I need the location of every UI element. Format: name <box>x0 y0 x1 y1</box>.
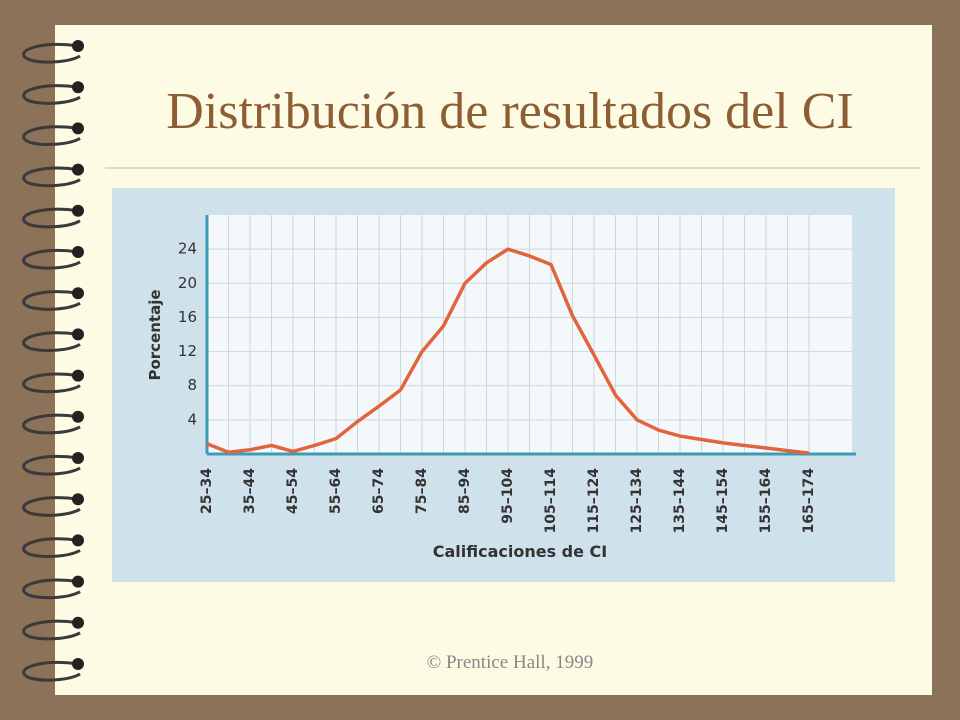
ring-wire <box>22 125 81 146</box>
footer: © Prentice Hall, 1999 <box>427 652 593 673</box>
ring-wire <box>22 537 81 558</box>
ring-hole <box>72 122 84 135</box>
y-axis-label: Porcentaje <box>146 289 164 380</box>
ring-hole <box>72 452 84 464</box>
y-tick-label: 20 <box>178 274 197 292</box>
x-tick-label: 95–104 <box>500 468 516 524</box>
ring-hole <box>72 40 84 52</box>
x-tick-label: 55–64 <box>328 468 344 514</box>
ring-wire <box>22 496 81 517</box>
x-axis-label: Calificaciones de CI <box>433 542 608 561</box>
y-tick-label: 8 <box>187 376 197 394</box>
ring-wire <box>22 578 81 600</box>
x-tick-label: 125–134 <box>629 468 645 534</box>
ring-hole <box>72 163 84 176</box>
y-tick-label: 4 <box>187 410 197 428</box>
ring-wire <box>22 619 81 641</box>
ring-wire <box>22 331 81 352</box>
ring-hole <box>72 246 84 258</box>
slide-title: Distribución de resultados del CI <box>166 83 853 140</box>
x-tick-label: 135–144 <box>672 468 688 534</box>
ring-hole <box>72 493 84 506</box>
x-tick-label: 35–44 <box>242 468 258 514</box>
ring-wire <box>22 207 81 229</box>
x-tick-label: 25–34 <box>199 468 215 514</box>
ring-hole <box>72 204 84 217</box>
x-tick-label: 105–114 <box>543 468 559 534</box>
ring-wire <box>22 166 81 188</box>
x-tick-label: 155–164 <box>758 468 774 534</box>
x-tick-label: 45–54 <box>285 468 301 514</box>
y-tick-label: 16 <box>178 308 197 326</box>
ring-hole <box>72 534 84 547</box>
ring-wire <box>22 660 81 682</box>
ring-hole <box>72 287 84 300</box>
ring-wire <box>22 42 81 64</box>
ring-hole <box>72 575 84 588</box>
ring-wire <box>22 454 81 476</box>
ring-wire <box>22 413 81 435</box>
ring-hole <box>72 81 84 94</box>
x-tick-label: 115–124 <box>586 468 602 534</box>
ring-hole <box>72 369 84 382</box>
ring-hole <box>72 410 84 423</box>
ring-wire <box>22 372 81 394</box>
ring-wire <box>22 248 81 270</box>
ring-hole <box>72 658 84 670</box>
x-tick-label: 65–74 <box>371 468 387 514</box>
y-tick-label: 24 <box>178 240 197 258</box>
x-tick-label: 145–154 <box>715 468 731 534</box>
chart: 25–34 35–44 45–54 55–64 65–74 75–84 85–94 95–10… <box>178 215 856 533</box>
ring-hole <box>72 328 84 341</box>
ring-wire <box>22 84 81 105</box>
spiral-binding <box>22 40 84 682</box>
ring-wire <box>22 290 81 311</box>
x-tick-label: 75–84 <box>414 468 430 514</box>
ring-hole <box>72 616 84 629</box>
x-tick-label: 165–174 <box>801 468 817 534</box>
data-line <box>206 247 810 455</box>
x-tick-label: 85–94 <box>457 468 473 514</box>
y-tick-label: 12 <box>178 342 197 360</box>
